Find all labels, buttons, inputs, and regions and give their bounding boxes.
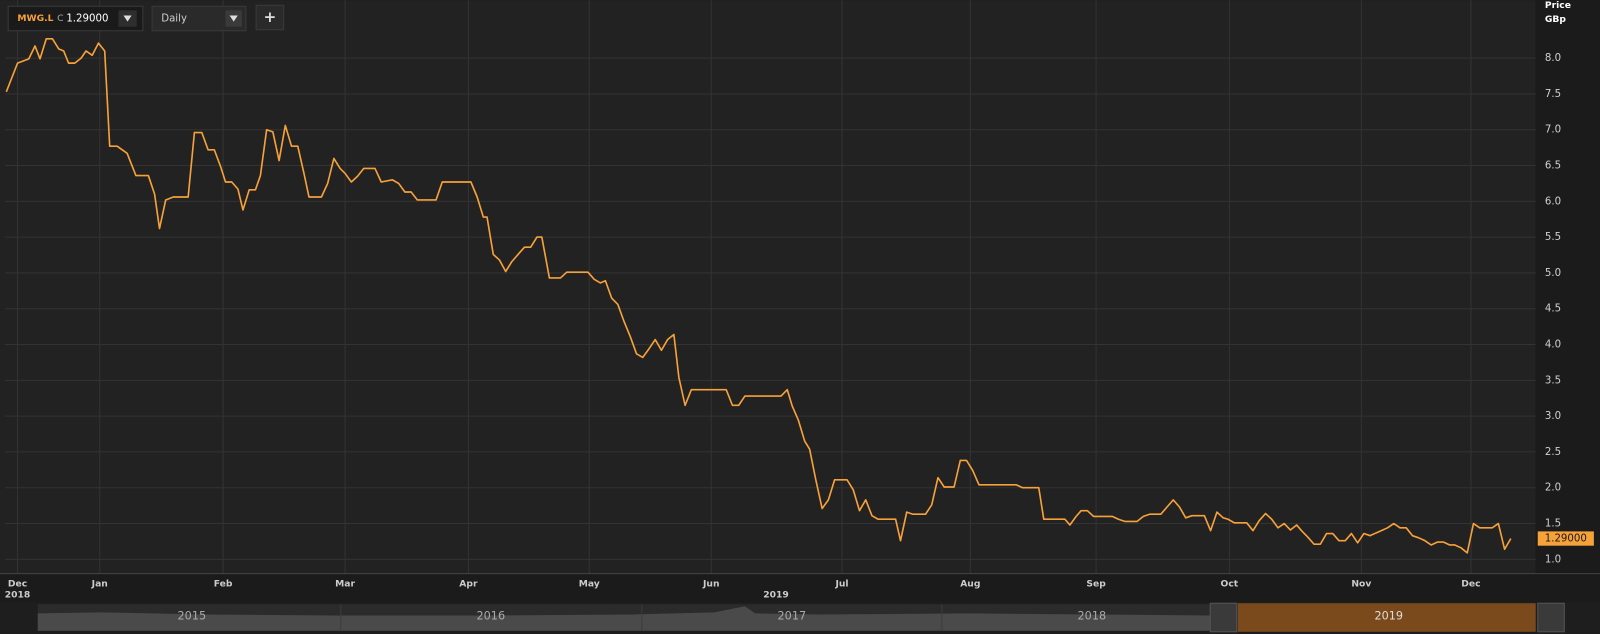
x-tick-label: Apr	[459, 578, 478, 589]
add-button[interactable]: +	[255, 4, 285, 31]
navigator-handle[interactable]	[1209, 602, 1238, 633]
y-tick-label: 1.5	[1545, 519, 1561, 530]
x-tick-label: Oct	[1221, 578, 1239, 589]
x-tick-label: Dec	[1461, 578, 1480, 589]
y-tick-label: 2.5	[1545, 447, 1561, 458]
x-tick-label: Mar	[335, 578, 355, 589]
grid	[5, 0, 1536, 574]
y-tick-label: 5.5	[1545, 232, 1561, 243]
y-axis-label: Price	[1545, 0, 1571, 11]
x-tick-label: Dec	[8, 578, 27, 589]
x-tick-label: Feb	[214, 578, 233, 589]
plot-area	[0, 0, 1536, 573]
y-axis-label: GBp	[1545, 14, 1567, 25]
navigator-year: 2017	[778, 609, 807, 622]
axes: 1.0 1.5 2.0 2.5 3.0 3.5 4.0 4.5 5.0 5.5 6.0 6.5 7.0 7…	[5, 53, 1594, 601]
price-type[interactable]: C	[57, 13, 63, 24]
last-value-label: 1.29000	[1545, 534, 1587, 545]
x-year-label: 2019	[763, 590, 789, 601]
navigator-selection[interactable]	[1237, 603, 1536, 632]
y-axis-strip	[1535, 0, 1600, 574]
navigator: 2015 2016 2017 2018 2019	[0, 602, 1600, 634]
x-tick-label: Nov	[1351, 578, 1371, 589]
navigator-year: 2015	[178, 609, 207, 622]
navigator-area	[37, 606, 1212, 631]
y-tick-label: 6.5	[1545, 161, 1561, 172]
y-tick-label: 6.0	[1545, 196, 1561, 207]
symbol[interactable]: MWG.L	[17, 13, 53, 24]
price-line	[5, 38, 1512, 554]
navigator-handle[interactable]	[1537, 602, 1565, 633]
y-tick-label: 4.0	[1545, 340, 1561, 351]
add-button-frame[interactable]	[255, 4, 285, 31]
interval-box[interactable]: Daily	[151, 5, 247, 32]
x-tick-label: Sep	[1086, 578, 1106, 589]
last-value-tag	[1537, 531, 1594, 546]
y-tick-label: 7.0	[1545, 125, 1561, 136]
toolbar: MWG.L C 1.29000 Daily +	[7, 4, 285, 32]
y-tick-label: 4.5	[1545, 304, 1561, 315]
y-tick-label: 5.0	[1545, 268, 1561, 279]
symbol-box[interactable]: MWG.L C 1.29000	[7, 5, 144, 32]
dropdown-arrow[interactable]	[229, 15, 238, 22]
x-year-label: 2018	[5, 590, 31, 601]
y-tick-label: 1.0	[1545, 554, 1561, 565]
add-button-label[interactable]: +	[263, 8, 276, 26]
y-tick-label: 3.0	[1545, 411, 1561, 422]
x-tick-label: Jun	[702, 578, 719, 589]
x-tick-label: Jan	[91, 578, 108, 589]
y-tick-label: 3.5	[1545, 375, 1561, 386]
navigator-year: 2019	[1374, 609, 1403, 622]
series	[5, 38, 1512, 554]
y-tick-label: 2.0	[1545, 483, 1561, 494]
x-tick-label: Jul	[834, 578, 848, 589]
y-tick-label: 7.5	[1545, 89, 1561, 100]
navigator-year: 2018	[1078, 609, 1107, 622]
y-tick-label: 8.0	[1545, 53, 1561, 64]
x-tick-label: May	[579, 578, 600, 589]
interval[interactable]: Daily	[161, 14, 187, 25]
navigator-year: 2016	[477, 609, 506, 622]
dropdown-arrow[interactable]	[123, 15, 132, 22]
x-tick-label: Aug	[960, 578, 980, 589]
last-price[interactable]: 1.29000	[66, 14, 108, 25]
